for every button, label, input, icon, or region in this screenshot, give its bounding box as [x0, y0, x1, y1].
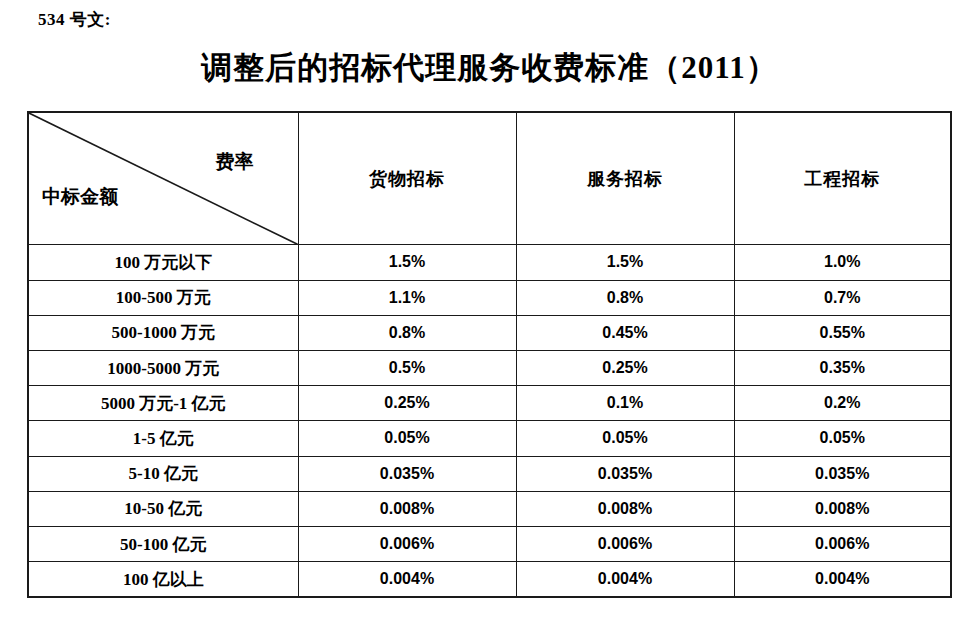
- table-row: 100 万元以下 1.5% 1.5% 1.0%: [28, 245, 951, 280]
- corner-label-amount: 中标金额: [42, 184, 118, 210]
- fee-value: 0.05%: [734, 421, 951, 456]
- fee-value: 0.008%: [734, 491, 951, 526]
- corner-header-cell: 费率 中标金额: [28, 112, 298, 245]
- fee-value: 0.25%: [516, 350, 734, 385]
- document-page: 534 号文: 调整后的招标代理服务收费标准（2011） 费率 中标金额 货物招…: [0, 0, 979, 629]
- row-label: 5000 万元-1 亿元: [28, 386, 298, 421]
- fee-value: 0.8%: [298, 315, 516, 350]
- corner-label-rate: 费率: [216, 149, 254, 175]
- fee-table: 费率 中标金额 货物招标 服务招标 工程招标 100 万元以下 1.5% 1.5…: [27, 111, 952, 598]
- fee-value: 0.004%: [298, 562, 516, 597]
- table-row: 500-1000 万元 0.8% 0.45% 0.55%: [28, 315, 951, 350]
- fee-value: 0.25%: [298, 386, 516, 421]
- fee-value: 0.006%: [734, 526, 951, 561]
- row-label: 1-5 亿元: [28, 421, 298, 456]
- row-label: 5-10 亿元: [28, 456, 298, 491]
- row-label: 1000-5000 万元: [28, 350, 298, 385]
- fee-value: 0.008%: [516, 491, 734, 526]
- fee-value: 1.1%: [298, 280, 516, 315]
- fee-value: 0.008%: [298, 491, 516, 526]
- fee-value: 1.0%: [734, 245, 951, 280]
- fee-value: 0.035%: [298, 456, 516, 491]
- fee-value: 1.5%: [298, 245, 516, 280]
- fee-value: 0.2%: [734, 386, 951, 421]
- fee-value: 0.004%: [734, 562, 951, 597]
- fee-value: 0.45%: [516, 315, 734, 350]
- fee-value: 0.006%: [516, 526, 734, 561]
- column-header-goods: 货物招标: [298, 112, 516, 245]
- fee-value: 0.004%: [516, 562, 734, 597]
- column-header-services: 服务招标: [516, 112, 734, 245]
- fee-value: 0.035%: [516, 456, 734, 491]
- row-label: 100-500 万元: [28, 280, 298, 315]
- row-label: 100 万元以下: [28, 245, 298, 280]
- table-row: 1000-5000 万元 0.5% 0.25% 0.35%: [28, 350, 951, 385]
- page-title: 调整后的招标代理服务收费标准（2011）: [0, 47, 979, 89]
- fee-value: 0.05%: [298, 421, 516, 456]
- fee-value: 0.35%: [734, 350, 951, 385]
- table-row: 10-50 亿元 0.008% 0.008% 0.008%: [28, 491, 951, 526]
- row-label: 10-50 亿元: [28, 491, 298, 526]
- table-row: 50-100 亿元 0.006% 0.006% 0.006%: [28, 526, 951, 561]
- fee-value: 1.5%: [516, 245, 734, 280]
- fee-value: 0.8%: [516, 280, 734, 315]
- table-row: 1-5 亿元 0.05% 0.05% 0.05%: [28, 421, 951, 456]
- table-header-row: 费率 中标金额 货物招标 服务招标 工程招标: [28, 112, 951, 245]
- column-header-engineering: 工程招标: [734, 112, 951, 245]
- fee-value: 0.55%: [734, 315, 951, 350]
- fee-value: 0.035%: [734, 456, 951, 491]
- table-row: 100-500 万元 1.1% 0.8% 0.7%: [28, 280, 951, 315]
- fee-value: 0.006%: [298, 526, 516, 561]
- row-label: 100 亿以上: [28, 562, 298, 597]
- diagonal-divider-line: [29, 113, 298, 244]
- row-label: 500-1000 万元: [28, 315, 298, 350]
- doc-number-label: 534 号文:: [38, 8, 111, 31]
- fee-value: 0.7%: [734, 280, 951, 315]
- row-label: 50-100 亿元: [28, 526, 298, 561]
- fee-value: 0.5%: [298, 350, 516, 385]
- fee-value: 0.1%: [516, 386, 734, 421]
- table-row: 5-10 亿元 0.035% 0.035% 0.035%: [28, 456, 951, 491]
- table-row: 5000 万元-1 亿元 0.25% 0.1% 0.2%: [28, 386, 951, 421]
- table-row: 100 亿以上 0.004% 0.004% 0.004%: [28, 562, 951, 597]
- fee-value: 0.05%: [516, 421, 734, 456]
